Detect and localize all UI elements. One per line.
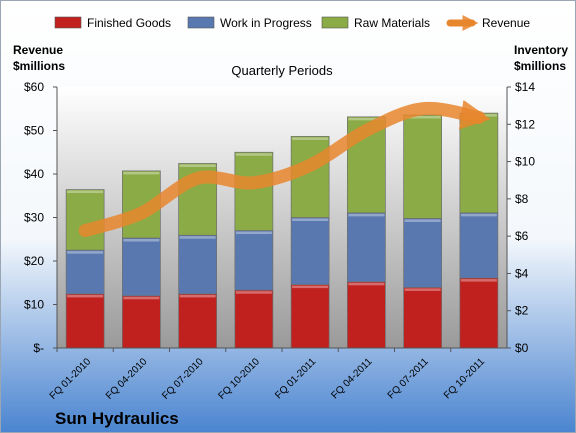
bar-highlight	[123, 171, 160, 175]
left-axis-tick-label: $60	[24, 80, 44, 94]
bar-work-in-progress	[347, 212, 386, 283]
bar-raw-materials	[403, 114, 442, 219]
left-axis-tick-label: $10	[24, 298, 44, 312]
right-axis-tick-label: $12	[515, 117, 535, 131]
bar-highlight	[404, 219, 441, 222]
bar-highlight	[179, 164, 216, 167]
right-axis-tick-label: $6	[515, 229, 529, 243]
right-axis-tick-label: $2	[515, 304, 529, 318]
right-axis-tick-label: $0	[515, 341, 529, 355]
bar-highlight	[292, 285, 329, 289]
right-axis-tick-label: $10	[515, 155, 535, 169]
bar-highlight	[123, 239, 160, 242]
bar-highlight	[179, 294, 216, 298]
chart-title: Quarterly Periods	[231, 63, 333, 78]
legend-swatch	[321, 16, 349, 29]
bar-highlight	[348, 117, 385, 121]
legend-swatch	[54, 16, 82, 29]
left-axis-tick-label: $30	[24, 211, 44, 225]
bar-highlight	[67, 190, 104, 194]
bar-highlight	[67, 251, 104, 254]
bar-raw-materials	[459, 112, 499, 214]
bar-work-in-progress	[290, 217, 330, 285]
revenue-line	[78, 99, 491, 238]
bar-work-in-progress	[178, 234, 217, 295]
bar-work-in-progress	[65, 249, 105, 295]
right-axis-tick-label: $14	[515, 80, 535, 94]
right-axis-title-line2: $millions	[514, 59, 566, 73]
bar-work-in-progress	[403, 218, 442, 288]
right-axis-tick-label: $4	[515, 266, 529, 280]
bar-raw-materials	[65, 189, 105, 251]
bar-finished-goods	[459, 277, 499, 349]
legend-label: Revenue	[482, 16, 530, 30]
bar-highlight	[460, 213, 497, 217]
bar-finished-goods	[122, 295, 161, 349]
bar-highlight	[235, 153, 272, 156]
company-name: Sun Hydraulics	[55, 409, 179, 428]
bar-highlight	[292, 137, 329, 140]
bar-highlight	[292, 218, 329, 221]
bar-finished-goods	[290, 284, 330, 349]
bar-raw-materials	[234, 151, 274, 231]
bar-finished-goods	[347, 281, 386, 349]
left-axis-tick-label: $50	[24, 124, 44, 138]
bar-highlight	[348, 282, 385, 286]
bar-highlight	[235, 231, 272, 235]
bar-work-in-progress	[459, 212, 499, 279]
bar-highlight	[123, 296, 160, 300]
left-axis-tick-label: $40	[24, 167, 44, 181]
bar-highlight	[235, 291, 272, 294]
left-axis-title-line2: $millions	[13, 59, 65, 73]
bar-work-in-progress	[122, 237, 161, 297]
right-axis-title-line1: Inventory	[514, 43, 568, 57]
bar-highlight	[404, 115, 441, 119]
bar-highlight	[460, 279, 497, 282]
bar-highlight	[179, 236, 216, 239]
left-axis-tick-label: $-	[33, 341, 44, 355]
bar-finished-goods	[178, 293, 217, 349]
legend-label: Finished Goods	[87, 16, 171, 30]
legend-label: Raw Materials	[354, 16, 430, 30]
legend: Finished Goods Work in Progress Raw Materi…	[54, 14, 530, 32]
bar-finished-goods	[234, 289, 274, 349]
legend-swatch	[187, 16, 215, 29]
bar-finished-goods	[65, 293, 105, 349]
left-axis-tick-label: $20	[24, 254, 44, 268]
left-axis-title-line1: Revenue	[13, 43, 63, 57]
bar-finished-goods	[403, 287, 442, 349]
bar-highlight	[67, 294, 104, 298]
legend-label: Work in Progress	[220, 16, 312, 30]
bar-highlight	[348, 213, 385, 217]
right-axis-tick-label: $8	[515, 192, 529, 206]
bar-highlight	[404, 288, 441, 291]
bar-work-in-progress	[234, 230, 274, 291]
